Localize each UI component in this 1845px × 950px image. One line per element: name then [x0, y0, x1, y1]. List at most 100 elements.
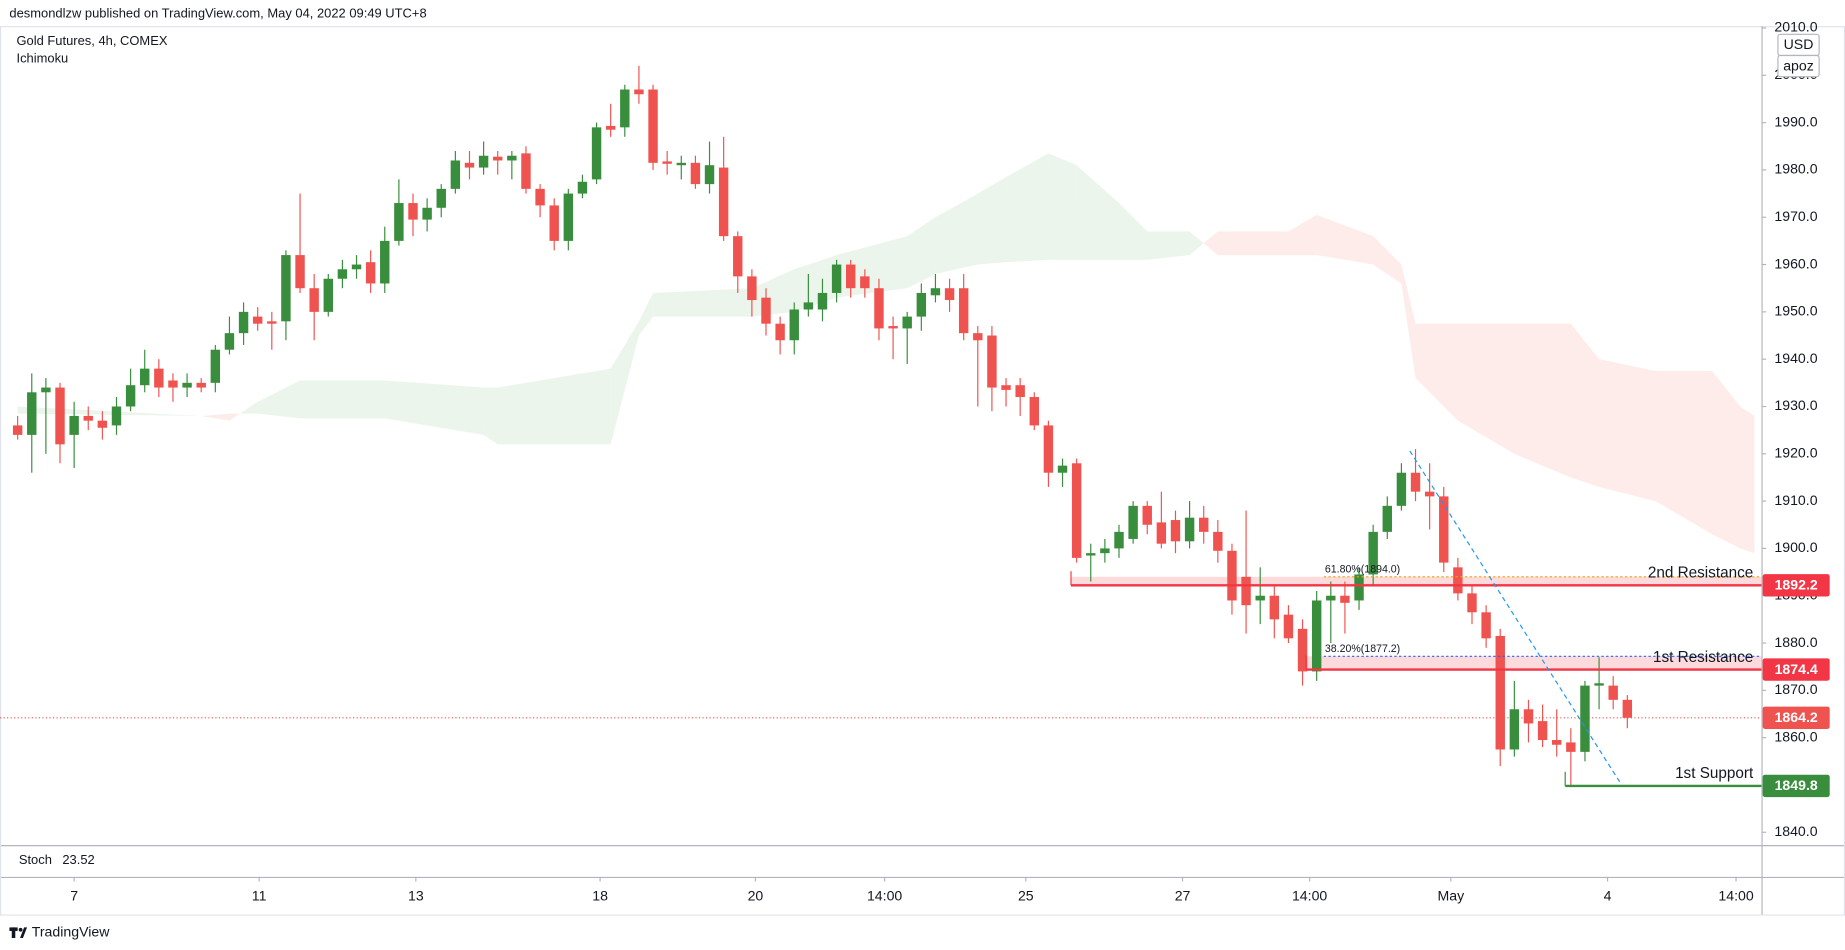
candle-body	[987, 335, 997, 388]
candle-body	[1439, 496, 1449, 563]
resistance-zone	[1070, 576, 1762, 586]
cloud-piece	[653, 288, 752, 317]
candle-body	[591, 127, 602, 180]
candle-body	[789, 309, 799, 341]
x-tick-label: May	[1437, 888, 1465, 904]
candle-body	[1297, 628, 1308, 672]
candle-body	[563, 193, 574, 241]
candle-body	[888, 326, 898, 329]
candle-body	[733, 236, 743, 277]
candle-body	[676, 162, 686, 166]
level-price-tag-label: 1892.2	[1775, 577, 1818, 593]
candle-body	[817, 292, 828, 310]
y-tick-label: 1980.0	[1774, 161, 1817, 177]
candle-body	[803, 302, 814, 310]
x-tick-label: 18	[592, 888, 608, 904]
y-tick-label: 1940.0	[1774, 350, 1817, 366]
candle-body	[605, 125, 616, 130]
y-tick-label: 1920.0	[1774, 445, 1817, 461]
x-tick-label: 27	[1175, 888, 1191, 904]
cloud-piece	[1217, 231, 1289, 256]
level-annotation: 1st Resistance	[1653, 649, 1753, 666]
candle-body	[97, 420, 108, 428]
candle-body	[860, 276, 870, 289]
y-tick-label: 1990.0	[1774, 113, 1817, 129]
scale-box[interactable]	[1777, 54, 1820, 78]
x-tick-label: 25	[1018, 888, 1034, 904]
candle-body	[507, 155, 517, 161]
cloud-piece	[240, 401, 258, 414]
cloud-piece	[483, 387, 498, 445]
y-tick-label: 1880.0	[1774, 634, 1817, 650]
level-price-tag	[1762, 574, 1830, 597]
candle-body	[704, 165, 715, 185]
candle-body	[252, 316, 263, 324]
y-tick-label: 1970.0	[1774, 208, 1817, 224]
cloud-piece	[1373, 236, 1402, 284]
candle-body	[1608, 685, 1618, 700]
candle-body	[69, 415, 79, 435]
x-tick-label: 4	[1604, 888, 1612, 904]
cloud-piece	[384, 380, 484, 435]
candle-body	[1029, 397, 1039, 426]
candle-body	[902, 316, 912, 329]
candle-body	[831, 264, 842, 293]
candle-body	[1396, 472, 1407, 506]
cloud-piece	[1076, 165, 1120, 260]
candle-body	[1368, 531, 1378, 575]
indicator-title: Ichimoku	[16, 50, 68, 65]
y-tick-label: 1870.0	[1774, 681, 1817, 697]
candle-body	[1184, 517, 1195, 542]
cloud-piece	[1006, 153, 1049, 263]
candle-body	[662, 161, 672, 164]
x-tick-label: 14:00	[1718, 888, 1753, 904]
fib-label: 61.80%(1894.0)	[1325, 564, 1400, 576]
cloud-piece	[1599, 359, 1656, 502]
cloud-piece	[1147, 231, 1190, 260]
candle-body	[1424, 491, 1435, 497]
candle-body	[577, 181, 588, 194]
candle-body	[309, 288, 319, 312]
candle-body	[464, 162, 475, 168]
candle-body	[1043, 425, 1054, 473]
candle-body	[549, 205, 559, 241]
candle-body	[351, 264, 362, 270]
candle-body	[478, 155, 489, 168]
candle-body	[267, 321, 277, 324]
candle-body	[521, 153, 531, 189]
candle-body	[1537, 721, 1548, 741]
cloud-piece	[1415, 323, 1458, 421]
candle-body	[295, 255, 305, 289]
candle-body	[1467, 593, 1477, 613]
resistance-zone	[1306, 656, 1762, 670]
y-tick-label: 1900.0	[1774, 539, 1817, 555]
candle-body	[1269, 595, 1280, 620]
currency-label[interactable]: USD	[1784, 36, 1814, 52]
candle-body	[1255, 595, 1265, 601]
level-price-tag	[1762, 658, 1830, 681]
x-tick-label: 13	[408, 888, 424, 904]
candle-body	[83, 415, 93, 421]
candle-body	[337, 269, 348, 279]
y-tick-label: 1860.0	[1774, 728, 1817, 744]
candle-body	[944, 288, 955, 301]
scale-label[interactable]: apoz	[1783, 57, 1814, 73]
candle-body	[422, 207, 432, 220]
candle-body	[973, 333, 983, 341]
cloud-piece	[1203, 231, 1218, 256]
level-price-tag	[1762, 774, 1830, 798]
cloud-piece	[1048, 153, 1077, 260]
cloud-piece	[1189, 231, 1204, 256]
x-tick-label: 20	[748, 888, 764, 904]
last-price-tag-label: 1864.2	[1775, 709, 1818, 725]
candle-body	[281, 255, 291, 322]
candle-body	[1156, 522, 1167, 544]
plot-area	[0, 65, 1762, 788]
cloud-piece	[257, 380, 301, 419]
candle-body	[634, 89, 644, 95]
candle-body	[111, 406, 122, 426]
candle-body	[930, 288, 941, 296]
candle-body	[1128, 505, 1138, 539]
stoch-name: Stoch	[19, 852, 52, 867]
